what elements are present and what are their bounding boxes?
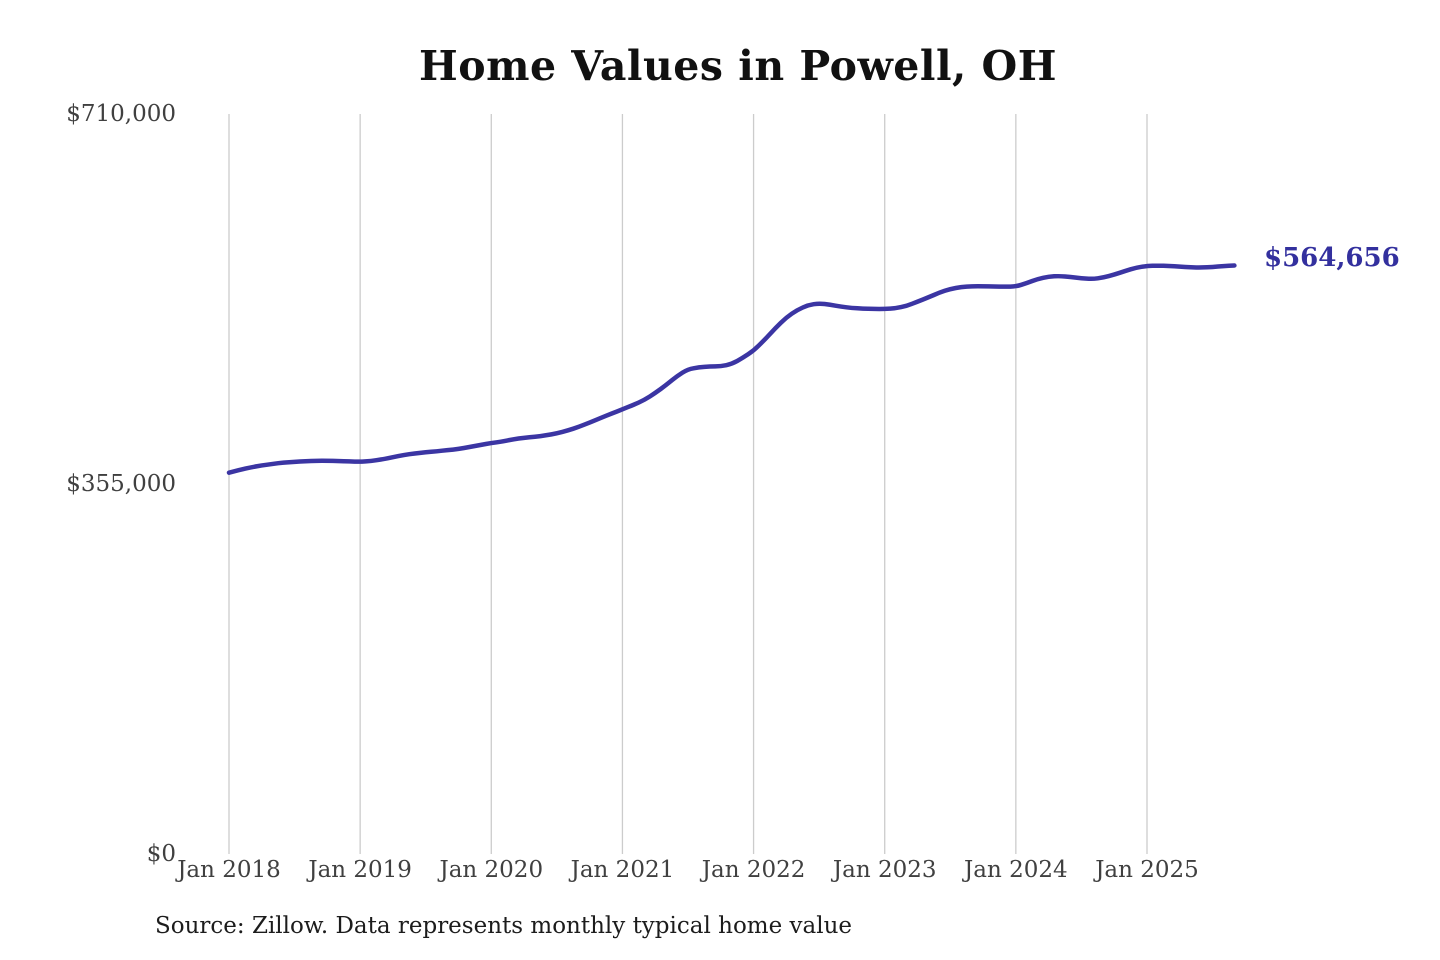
x-axis-label-2019: Jan 2019: [308, 857, 412, 883]
y-axis-label-0: $0: [146, 841, 176, 867]
y-axis-label-355000: $355,000: [66, 471, 176, 497]
x-axis-label-2025: Jan 2025: [1095, 857, 1199, 883]
x-axis-label-2021: Jan 2021: [570, 857, 675, 883]
latest-value-label: $564,656: [1264, 243, 1400, 273]
chart-title: Home Values in Powell, OH: [418, 42, 1058, 90]
x-axis-label-2018: Jan 2018: [177, 857, 281, 883]
x-axis-label-2023: Jan 2023: [832, 857, 937, 883]
source-note: Source: Zillow. Data represents monthly …: [155, 913, 853, 939]
home-value-line: [226, 263, 1237, 475]
gridlines: [228, 114, 1148, 854]
x-axis-label-2024: Jan 2024: [964, 857, 1068, 883]
x-axis-label-2020: Jan 2020: [439, 857, 544, 883]
x-axis-label-2022: Jan 2022: [701, 857, 806, 883]
y-axis-label-710000: $710,000: [66, 101, 176, 127]
